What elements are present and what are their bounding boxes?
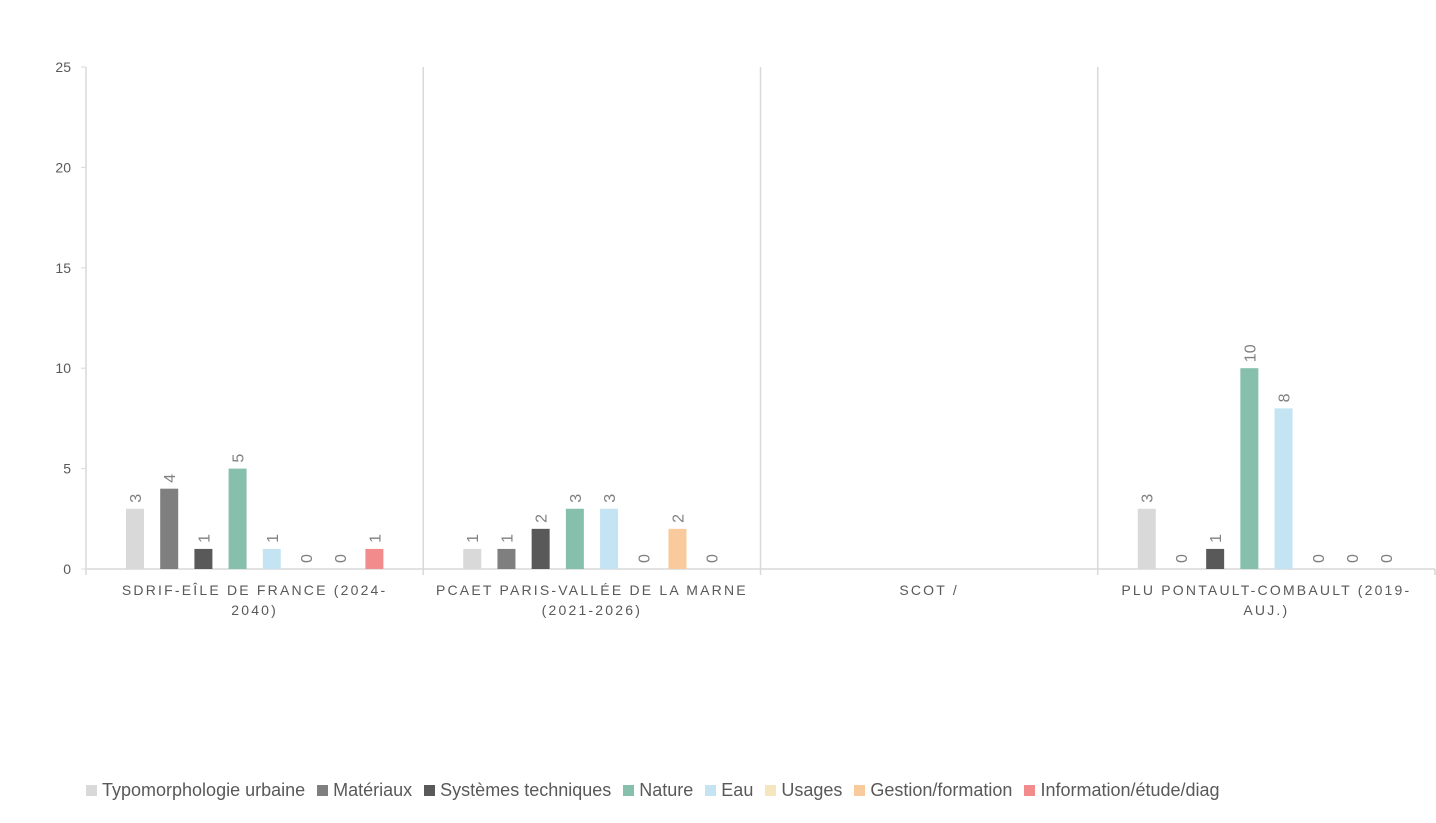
bar bbox=[565, 508, 584, 569]
data-label: 8 bbox=[1277, 393, 1294, 402]
bar bbox=[497, 548, 516, 569]
category-label: SDRIF-EÎLE DE FRANCE (2024- bbox=[122, 582, 388, 598]
y-tick-label: 20 bbox=[55, 159, 71, 175]
legend-item: Nature bbox=[623, 780, 693, 801]
legend-label: Eau bbox=[721, 780, 754, 800]
legend-swatch bbox=[623, 785, 635, 796]
bar bbox=[365, 548, 384, 569]
legend-label: Gestion/formation bbox=[870, 780, 1013, 800]
data-label: 0 bbox=[1345, 554, 1362, 563]
legend-label: Systèmes techniques bbox=[440, 780, 612, 800]
legend-swatch bbox=[317, 785, 329, 796]
data-label: 5 bbox=[231, 454, 248, 463]
data-label: 0 bbox=[1174, 554, 1191, 563]
category-label: PLU PONTAULT-COMBAULT (2019- bbox=[1121, 582, 1411, 598]
data-label: 0 bbox=[1311, 554, 1328, 563]
legend-label: Nature bbox=[639, 780, 694, 800]
bar bbox=[126, 508, 144, 569]
legend-label: Typomorphologie urbaine bbox=[102, 780, 306, 800]
data-label: 1 bbox=[465, 534, 482, 543]
data-label: 3 bbox=[602, 494, 619, 503]
bar bbox=[160, 488, 179, 569]
data-label: 0 bbox=[299, 554, 316, 563]
bar bbox=[531, 528, 550, 569]
bar bbox=[668, 528, 687, 569]
legend-item: Gestion/formation bbox=[854, 780, 1012, 801]
data-label: 3 bbox=[128, 494, 145, 503]
data-label: 1 bbox=[265, 534, 282, 543]
data-label: 0 bbox=[636, 554, 653, 563]
bar bbox=[262, 548, 281, 569]
y-tick-label: 25 bbox=[55, 59, 71, 75]
bar bbox=[1206, 548, 1225, 569]
data-label: 0 bbox=[333, 554, 350, 563]
category-label: AUJ.) bbox=[1243, 602, 1289, 618]
legend-item: Typomorphologie urbaine bbox=[86, 780, 305, 801]
category-label: SCOT / bbox=[899, 582, 959, 598]
legend-item: Matériaux bbox=[317, 780, 412, 801]
y-tick-label: 0 bbox=[63, 561, 71, 577]
legend-swatch bbox=[424, 785, 436, 796]
data-label: 0 bbox=[705, 554, 722, 563]
y-tick-label: 5 bbox=[63, 461, 71, 477]
bar bbox=[1240, 368, 1259, 569]
bar bbox=[194, 548, 213, 569]
legend-swatch bbox=[1024, 785, 1036, 796]
data-label: 1 bbox=[196, 534, 213, 543]
legend-item: Usages bbox=[765, 780, 842, 801]
chart-legend: Typomorphologie urbaine Matériaux Systèmes… bbox=[86, 780, 1232, 801]
bar bbox=[228, 468, 247, 569]
bar bbox=[1274, 408, 1293, 569]
y-tick-label: 15 bbox=[55, 260, 71, 276]
data-label: 1 bbox=[367, 534, 384, 543]
data-label: 0 bbox=[1379, 554, 1396, 563]
bar bbox=[600, 508, 619, 569]
data-label: 3 bbox=[568, 494, 585, 503]
legend-item: Eau bbox=[705, 780, 753, 801]
legend-item: Systèmes techniques bbox=[424, 780, 611, 801]
legend-swatch bbox=[854, 785, 866, 796]
y-tick-label: 10 bbox=[55, 360, 71, 376]
data-label: 3 bbox=[1140, 494, 1157, 503]
category-label: PCAET PARIS-VALLÉE DE LA MARNE bbox=[436, 582, 748, 598]
legend-label: Usages bbox=[781, 780, 843, 800]
bar bbox=[1137, 508, 1156, 569]
legend-label: Matériaux bbox=[333, 780, 413, 800]
category-label: (2021-2026) bbox=[542, 602, 642, 618]
legend-label: Information/étude/diag bbox=[1040, 780, 1220, 800]
data-label: 10 bbox=[1242, 344, 1259, 362]
bar bbox=[463, 548, 482, 569]
legend-swatch bbox=[705, 785, 717, 796]
data-label: 4 bbox=[162, 474, 179, 483]
data-label: 1 bbox=[499, 534, 516, 543]
data-label: 2 bbox=[670, 514, 687, 523]
legend-swatch bbox=[765, 785, 777, 796]
data-label: 2 bbox=[534, 514, 551, 523]
legend-swatch bbox=[86, 785, 97, 796]
category-label: 2040) bbox=[231, 602, 278, 618]
legend-item: Information/étude/diag bbox=[1024, 780, 1220, 801]
data-label: 1 bbox=[1208, 534, 1225, 543]
